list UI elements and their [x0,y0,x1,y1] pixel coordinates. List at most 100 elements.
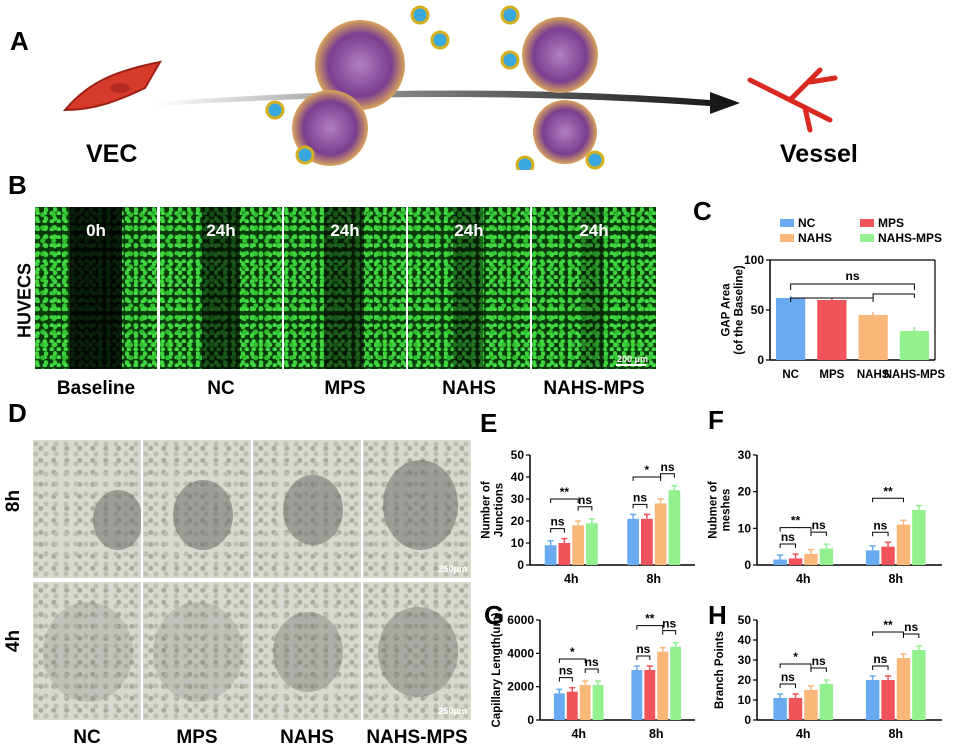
bar [670,646,682,720]
significance-bracket [584,668,599,673]
significance-label: ns [845,269,859,283]
bar [912,650,926,720]
y-tick-label: 20 [511,514,525,528]
bar [558,543,571,565]
significance-label: ns [585,655,599,669]
chart-f: 0 10 20 30 Nubmer of meshes 4h ns ** ns 8h ns ** [708,448,942,586]
bar [553,693,565,720]
y-tick-label: 0 [744,558,751,572]
col-label-nahs: NAHS [280,727,334,748]
micro-baseline: 0h [35,207,157,369]
x-tick-label: MPS [819,369,844,381]
y-tick-label: 10 [738,693,752,707]
x-tick-label: 8h [888,572,903,586]
bar [881,680,895,720]
significance-bracket [779,663,812,668]
legend-label: NAHS-MPS [878,231,942,245]
micro-nahs-mps: 24h 200 μm [532,207,656,369]
y-tick-label: 50 [738,613,752,627]
bf-4h-mps [143,582,251,720]
bar [566,691,578,720]
y-axis-label: Capillary Length(um) [491,612,503,727]
micro-label-nahs-mps: NAHS-MPS [543,378,645,399]
y-tick-label: 40 [511,470,525,484]
significance-bracket [558,658,586,663]
significance-bracket [636,625,664,630]
significance-bracket [902,633,920,638]
micro-mps: 24h [284,207,406,369]
bar [865,680,880,720]
y-tick-label: 10 [511,536,525,550]
significance-label: * [570,645,575,659]
significance-bracket [632,503,648,509]
panel-label-h: H [708,600,727,630]
y-tick-label: 0 [527,713,534,727]
y-tick-label: 0 [517,558,524,572]
y-tick-label: 2000 [507,680,534,694]
significance-bracket [790,297,874,302]
significance-bracket [872,531,889,537]
bar [881,546,895,565]
micro-nahs: 24h [408,207,530,369]
significance-label: ns [873,652,887,666]
significance-bracket [810,531,827,537]
significance-label: ns [660,460,674,474]
scale-bar [616,364,646,366]
bar [896,524,911,565]
significance-label: ** [883,484,893,498]
y-axis-label: Nubmer of [708,481,720,539]
micro-label-baseline: Baseline [56,378,136,399]
x-tick-label: NAHS-MPS [884,369,946,381]
bar [788,698,803,720]
bar [773,559,787,565]
y-tick-label: 6000 [507,613,534,627]
micro-time: 24h [454,221,484,240]
col-label-nc: NC [73,727,101,748]
panel-a-illustration [62,5,838,170]
significance-bracket [662,630,677,635]
y-axis-label: Number of [481,481,493,539]
y-axis-label: Branch Points [714,631,726,709]
panel-label-d: D [8,398,27,428]
significance-label: ns [904,620,918,634]
significance-label: ** [560,485,570,499]
significance-bracket [779,543,797,548]
bar [592,685,604,720]
significance-label: ns [633,490,647,504]
significance-bracket [779,527,812,532]
micro-label-nahs: NAHS [442,378,496,399]
significance-bracket [872,631,904,636]
bar [896,658,911,720]
y-tick-label: 50 [511,448,525,462]
y-tick-label: 10 [738,521,752,535]
scale-bar-label: 200 μm [616,354,648,364]
panel-label-a: A [10,26,29,56]
significance-label: ns [873,518,887,532]
y-axis-label: GAP Area [721,283,733,337]
legend-swatch [860,234,874,242]
col-label-mps: MPS [176,727,218,748]
bar [654,503,667,565]
vec-label: VEC [86,140,138,168]
y-tick-label: 30 [511,492,525,506]
significance-label: * [645,463,650,477]
significance-label: ns [578,493,592,507]
bar [912,510,926,565]
bar [657,651,669,720]
y-tick-label: 0 [757,353,764,367]
y-tick-label: 100 [744,253,764,267]
significance-label: ** [791,514,801,528]
chart-g: 0 2000 4000 6000 Capillary Length(um) 4h ns * ns… [491,612,695,741]
micro-time: 0h [86,221,106,240]
micro-label-mps: MPS [324,378,366,399]
panel-label-f: F [708,405,724,435]
significance-bracket [872,497,904,503]
significance-bracket [872,665,889,670]
bar [544,545,557,565]
bar [817,300,847,360]
x-tick-label: 8h [649,727,664,741]
x-tick-label: NAHS [857,369,890,381]
panel-label-g: G [484,600,505,630]
antibody-icon [265,5,605,170]
